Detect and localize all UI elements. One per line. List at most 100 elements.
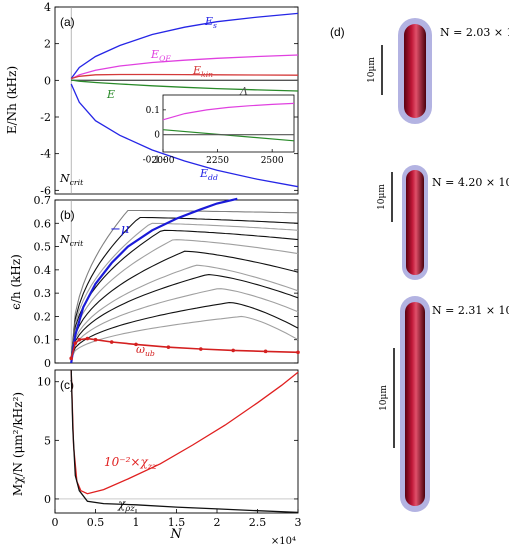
panel-b-omega-point-7 [166, 345, 171, 349]
panel-b-mu-label: −μ [110, 222, 129, 237]
panel-d: (d) 10μm N = 2.03 × 10³ 10μm N = 4.20 × … [330, 18, 509, 512]
panel-b-omega-point-6 [134, 342, 138, 347]
panel-b-y-tick-label-4: 0.3 [34, 287, 52, 300]
panel-b-mode-curves [70, 209, 299, 359]
droplet-1: 10μm N = 2.03 × 10³ [367, 18, 509, 124]
panel-b-omega-point-11 [296, 350, 300, 355]
panel-b-y-tick-label-3: 0.4 [34, 264, 52, 277]
panel-a-series-labels: Es EQF Ekin Λ E Edd [106, 15, 248, 182]
inset-line-0 [162, 102, 295, 121]
panel-c-y-ticks: 10 5 0 [37, 376, 298, 506]
panel-c-y-axis-label: Mχ/N (μm²/kHz²) [11, 392, 25, 496]
inset-y-tick-label-0: 0.1 [146, 106, 160, 116]
panel-a-line-4 [71, 79, 299, 92]
panel-b-y-tick-label-7: 0 [44, 357, 51, 370]
panel-b-mode-curve-5 [70, 250, 299, 359]
inset-x-tick-label-0: 2000 [152, 156, 175, 166]
inset-series [162, 102, 295, 142]
panel-c-label: (c) [60, 378, 74, 392]
panel-b-mode-curve-3 [70, 229, 299, 359]
panel-a-y-tick-label-1: 2 [44, 38, 51, 51]
panel-b-y-tick-label-1: 0.6 [34, 217, 52, 230]
panel-b-omega-line [70, 337, 299, 359]
panel-b-mu-line [70, 197, 238, 364]
panel-a-line-2 [71, 73, 299, 80]
panel-a-y-tick-label-4: -4 [40, 148, 51, 161]
inset-x-tick-label-1: 2250 [206, 156, 229, 166]
panel-c-y-tick-label-1: 5 [44, 434, 51, 447]
panel-c-y-tick-label-2: 0 [44, 493, 51, 506]
panel-b-y-tick-label-5: 0.2 [34, 310, 52, 323]
panel-c-x-tick-label-3: 1.5 [168, 516, 186, 529]
panel-a-series-label-1: EQF [150, 48, 171, 63]
droplet-2-scale-label: 10μm [377, 184, 387, 210]
panel-b-series-labels: −μ ωub [110, 222, 155, 358]
panel-b-mode-curve-0 [70, 209, 299, 359]
droplet-3-core [405, 302, 425, 506]
droplet-1-scale-label: 10μm [367, 57, 377, 83]
panel-b-mode-curve-4 [70, 239, 299, 359]
panel-c-frame [54, 369, 299, 514]
panel-b-ncrit-text: Ncrit [59, 233, 84, 248]
panel-c-x-multiplier: ×10⁴ [271, 536, 296, 547]
panel-c-series [70, 369, 299, 514]
panel-b-main-series [69, 197, 300, 364]
panel-b-y-axis-label: ϵ/h (kHz) [9, 254, 23, 310]
panel-b-mode-curve-6 [70, 264, 299, 359]
panel-a-ncrit-text: Ncrit [59, 172, 84, 187]
panel-b-y-ticks: 0.7 0.6 0.5 0.4 0.3 0.2 0.1 0 [34, 194, 298, 370]
panel-b-omega-point-4 [93, 337, 98, 342]
panel-a-y-axis-label: E/Nh (kHz) [5, 66, 19, 134]
panel-b-omega-point-3 [85, 336, 90, 341]
panel-b-omega-point-8 [199, 347, 203, 351]
panel-a-y-tick-label-3: -2 [40, 111, 51, 124]
panel-c-series-label-1: χρz [117, 497, 135, 513]
panel-b-mode-curve-2 [70, 222, 299, 359]
inset-x-tick-label-2: 2500 [261, 156, 284, 166]
panel-c-line-1 [70, 369, 299, 514]
panel-a-series-label-5: Edd [199, 167, 218, 182]
panel-b-mode-curve-9 [70, 302, 299, 359]
panel-b: (b) ϵ/h (kHz) 0.7 0.6 0.5 0.4 0.3 0.2 0.1 0 −μ ω… [9, 194, 300, 370]
droplet-1-caption: N = 2.03 × 10³ [440, 26, 509, 39]
panel-b-omega-point-10 [263, 349, 268, 354]
panel-c-x-axis-label: N [169, 527, 182, 542]
panel-c-x-tick-label-5: 2.5 [249, 516, 267, 529]
panel-b-mode-curve-7 [70, 274, 299, 359]
panel-c-x-tick-label-4: 2 [214, 516, 221, 529]
panel-a-frame [54, 6, 299, 195]
panel-a-y-tick-label-2: 0 [44, 74, 51, 87]
droplet-2: 10μm N = 4.20 × 10³ [377, 165, 509, 280]
panel-a-y-tick-label-0: 4 [44, 1, 51, 14]
panel-b-mode-curve-1 [70, 216, 299, 359]
panel-b-y-tick-label-0: 0.7 [34, 194, 52, 207]
panel-a-y-ticks: 4 2 0 -2 -4 -6 [40, 1, 298, 197]
panel-b-frame [54, 199, 299, 364]
panel-d-label: (d) [330, 25, 345, 39]
panel-b-y-tick-label-2: 0.5 [34, 241, 52, 254]
panel-b-omega-point-2 [77, 337, 82, 342]
panel-b-omega-point-1 [73, 341, 78, 346]
droplet-1-core [404, 24, 426, 118]
panel-a-line-0 [70, 12, 299, 79]
droplet-3-caption: N = 2.31 × 10⁴ [432, 304, 509, 317]
panel-a-line-5 [70, 83, 299, 188]
panel-a-series-label-2: Ekin [192, 64, 213, 79]
panel-b-omega-point-5 [109, 340, 114, 344]
panel-a-y-tick-label-5: -6 [40, 184, 51, 197]
panel-b-y-tick-label-6: 0.1 [34, 334, 52, 347]
panel-b-mode-curve-10 [70, 315, 299, 359]
panel-a-series-label-3: Λ [239, 85, 248, 98]
panel-c: (c) Mχ/N (μm²/kHz²) N ×10⁴ 10 5 0 0 0.5 1 1.5… [11, 369, 302, 547]
panel-c-y-tick-label-0: 10 [37, 376, 51, 389]
panel-b-label: (b) [60, 208, 75, 222]
panel-c-line-0 [70, 369, 299, 495]
inset-frame [162, 94, 295, 153]
panel-b-omega-label: ωub [136, 343, 155, 358]
droplet-3-scale-label: 10μm [379, 385, 389, 411]
panel-a-line-1 [70, 54, 299, 80]
panel-b-mode-curve-8 [70, 288, 299, 359]
panel-b-omega-point-0 [69, 356, 73, 361]
